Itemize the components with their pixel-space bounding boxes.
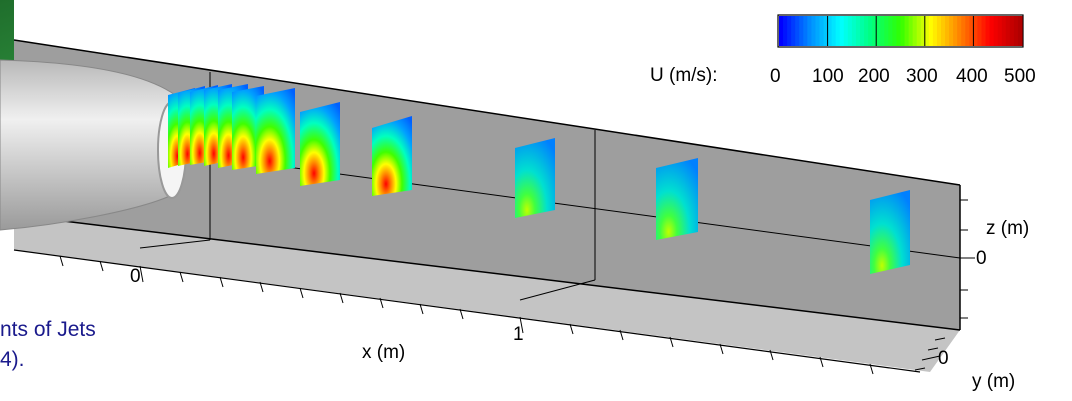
colorbar-swatch [916,16,922,46]
colorbar-swatch [969,16,974,46]
colorbar-swatch [807,16,812,46]
colorbar-swatch [783,16,788,46]
colorbar-swatch [945,16,950,46]
z-axis-label: z (m) [986,218,1030,239]
colorbar-swatch [823,16,829,46]
colorbar-swatch [904,16,910,46]
colorbar-swatch [908,16,914,46]
colorbar-swatch [1013,16,1019,46]
colorbar-swatch [985,16,991,46]
colorbar-swatch [900,16,906,46]
z-axis-ticks [960,199,975,319]
floor-edge-line [13,214,961,331]
colorbar-swatch [876,16,881,46]
colorbar-swatch [973,16,979,46]
colorbar-swatch [989,16,995,46]
colorbar-swatch [860,16,865,46]
colorbar-swatch [981,16,987,46]
upper-white-area [14,0,1072,401]
colorbar-swatch [1005,16,1011,46]
colorbar-swatch [928,16,934,46]
floor-front-edge [13,249,921,373]
velocity-slices [168,84,910,274]
colorbar-swatch [932,16,938,46]
colorbar-swatch [936,16,942,46]
floor-plane [14,215,960,372]
colorbar-swatch [811,16,817,46]
colorbar-swatch [924,16,930,46]
colorbar-swatch [831,16,837,46]
colorbar [777,14,1024,48]
velocity-slice [256,88,295,174]
colorbar-tick: 400 [956,66,988,87]
colorbar-swatch [997,16,1003,46]
colorbar-tick: 500 [1004,66,1036,87]
colorbar-swatch [855,16,861,46]
colorbar-swatch [993,16,999,46]
colorbar-swatch [819,16,825,46]
colorbar-swatch [872,16,877,46]
colorbar-variable-label: U (m/s): [650,65,718,86]
x-axis-tick-1: 1 [513,324,524,345]
floor-gridline [139,239,211,249]
x-axis-label: x (m) [362,342,406,363]
velocity-slice [372,116,412,196]
colorbar-swatch [827,16,833,46]
colorbar-swatch [1017,16,1023,46]
colorbar-swatch [779,16,784,46]
colorbar-swatch [892,16,898,46]
y-axis-label: y (m) [972,371,1016,392]
colorbar-swatch [787,16,792,46]
y-axis-tick-0: 0 [938,348,949,369]
colorbar-swatch [912,16,918,46]
colorbar-swatch [835,16,841,46]
colorbar-swatch [799,16,804,46]
colorbar-swatch [839,16,845,46]
colorbar-swatch [880,16,885,46]
colorbar-swatch [920,16,926,46]
colorbar-swatch [953,16,958,46]
caption-line-1: nts of Jets [0,318,96,341]
colorbar-swatch [896,16,902,46]
colorbar-tick: 200 [858,66,890,87]
colorbar-swatch [949,16,954,46]
colorbar-swatch [851,16,857,46]
colorbar-swatch [791,16,796,46]
colorbar-tick: 100 [812,66,844,87]
colorbar-swatch [815,16,821,46]
colorbar-swatch [941,16,946,46]
colorbar-swatch [868,16,873,46]
colorbar-swatch [795,16,800,46]
velocity-slice [870,190,910,274]
colorbar-swatch [864,16,869,46]
floor-gridline [519,279,596,301]
velocity-slice [656,158,698,240]
colorbar-tick: 300 [906,66,938,87]
velocity-slice [300,102,340,186]
colorbar-swatch [803,16,808,46]
caption-line-2: 4). [0,348,25,371]
colorbar-swatch [1009,16,1015,46]
colorbar-swatch [888,16,893,46]
colorbar-swatch [843,16,849,46]
x-axis-tick-0: 0 [130,266,141,287]
z-axis-tick-0: 0 [976,248,987,269]
velocity-slice [515,138,555,218]
colorbar-swatch [884,16,889,46]
colorbar-swatch [957,16,962,46]
colorbar-swatch [1001,16,1007,46]
x-axis-ticks [59,255,874,375]
colorbar-swatch [847,16,853,46]
wall-top-edge [13,39,961,186]
colorbar-swatch [961,16,966,46]
y-axis-ticks [914,337,946,371]
colorbar-swatch [965,16,970,46]
colorbar-tick: 0 [770,66,781,87]
colorbar-swatch [977,16,983,46]
